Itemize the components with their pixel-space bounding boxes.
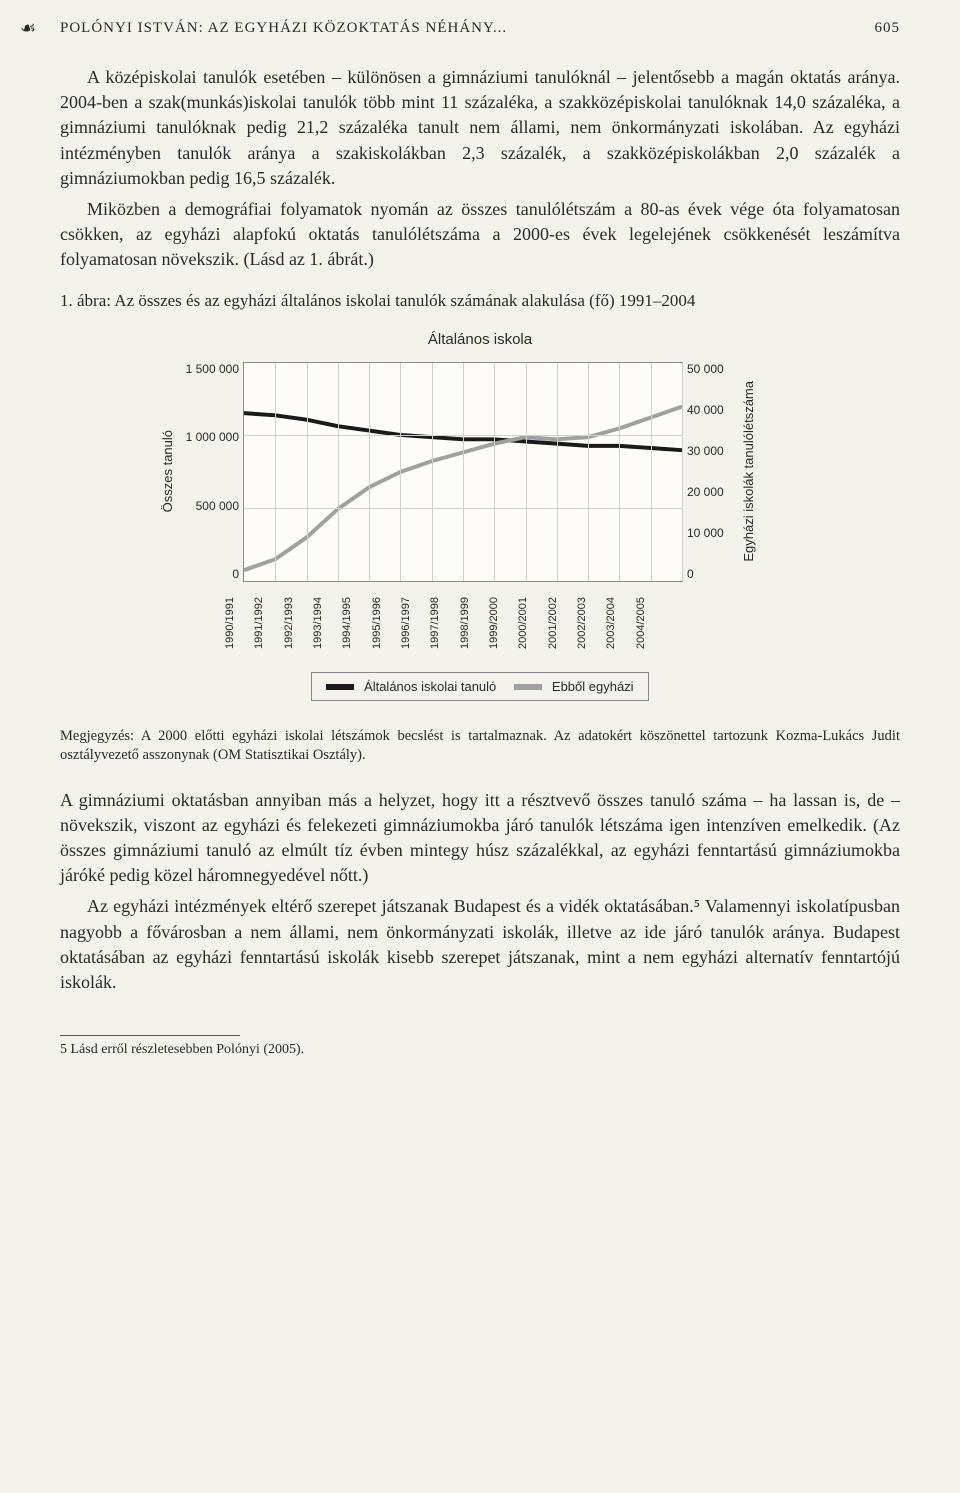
y-axis-left-label: Összes tanuló	[160, 430, 175, 512]
x-tick: 1992/1993	[283, 588, 312, 658]
paragraph-3: A gimnáziumi oktatásban annyiban más a h…	[60, 788, 900, 889]
y-right-tick: 50 000	[687, 362, 737, 376]
figure-note: Megjegyzés: A 2000 előtti egyházi iskola…	[60, 727, 900, 766]
legend-label: Ebből egyházi	[552, 679, 634, 694]
paragraph-2: Miközben a demográfiai folyamatok nyomán…	[60, 197, 900, 273]
x-tick: 2002/2003	[576, 588, 605, 658]
y-left-tick: 0	[179, 567, 239, 581]
x-tick: 1999/2000	[488, 588, 517, 658]
y-right-tick: 30 000	[687, 444, 737, 458]
y-left-tick: 1 000 000	[179, 430, 239, 444]
x-tick: 2001/2002	[547, 588, 576, 658]
paragraph-1: A középiskolai tanulók esetében – különö…	[60, 65, 900, 191]
y-left-ticks: 1 500 000 1 000 000 500 000 0	[179, 362, 243, 582]
y-right-tick: 40 000	[687, 403, 737, 417]
page-number: 605	[875, 20, 901, 37]
figure-caption: 1. ábra: Az összes és az egyházi általán…	[60, 291, 900, 311]
chart-legend: Általános iskolai tanuló Ebből egyházi	[311, 672, 648, 701]
x-tick: 1997/1998	[429, 588, 458, 658]
x-tick: 2004/2005	[635, 588, 664, 658]
x-tick: 1995/1996	[371, 588, 400, 658]
y-right-tick: 0	[687, 567, 737, 581]
legend-swatch-icon	[514, 684, 542, 690]
x-tick: 2003/2004	[605, 588, 634, 658]
x-tick: 1996/1997	[400, 588, 429, 658]
x-tick: 1994/1995	[341, 588, 370, 658]
x-tick: 1991/1992	[253, 588, 282, 658]
legend-item-1: Általános iskolai tanuló	[326, 679, 496, 694]
chart-plot-area	[243, 362, 683, 582]
y-left-tick: 1 500 000	[179, 362, 239, 376]
x-tick: 1990/1991	[224, 588, 253, 658]
y-axis-right-label: Egyházi iskolák tanulólétszáma	[741, 381, 756, 562]
x-tick: 1998/1999	[459, 588, 488, 658]
y-left-tick: 500 000	[179, 499, 239, 513]
legend-label: Általános iskolai tanuló	[364, 679, 496, 694]
corner-ornament-icon: ☙	[20, 18, 36, 39]
running-header: POLÓNYI ISTVÁN: AZ EGYHÁZI KÖZOKTATÁS NÉ…	[60, 20, 900, 37]
footnote-rule	[60, 1035, 240, 1036]
x-axis-ticks: 1990/19911991/19921992/19931993/19941994…	[224, 588, 664, 658]
x-tick: 1993/1994	[312, 588, 341, 658]
paragraph-4: Az egyházi intézmények eltérő szerepet j…	[60, 894, 900, 995]
footnote: 5 Lásd erről részletesebben Polónyi (200…	[60, 1042, 900, 1058]
y-right-tick: 20 000	[687, 485, 737, 499]
header-title: POLÓNYI ISTVÁN: AZ EGYHÁZI KÖZOKTATÁS NÉ…	[60, 20, 507, 37]
y-right-ticks: 50 000 40 000 30 000 20 000 10 000 0	[683, 362, 737, 582]
chart-container: Általános iskola Összes tanuló 1 500 000…	[160, 331, 800, 701]
legend-item-2: Ebből egyházi	[514, 679, 633, 694]
y-right-tick: 10 000	[687, 526, 737, 540]
x-tick: 2000/2001	[517, 588, 546, 658]
chart-title: Általános iskola	[160, 331, 800, 348]
legend-swatch-icon	[326, 684, 354, 690]
